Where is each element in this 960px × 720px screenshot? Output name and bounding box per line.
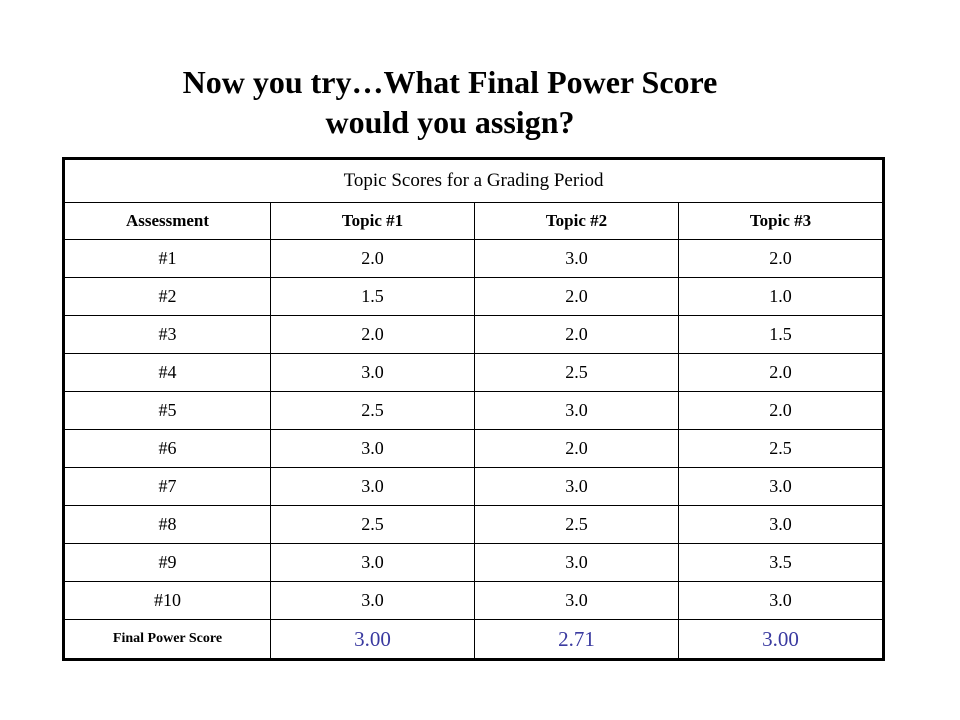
- table-row: #1 2.0 3.0 2.0: [63, 239, 885, 278]
- cell-assessment: #7: [63, 467, 271, 506]
- header-topic-2: Topic #2: [474, 202, 679, 240]
- cell-assessment: #2: [63, 277, 271, 316]
- cell-topic-1: 3.0: [270, 429, 475, 468]
- cell-topic-1: 3.0: [270, 543, 475, 582]
- table-row: #9 3.0 3.0 3.5: [63, 543, 885, 582]
- cell-topic-3: 3.0: [677, 505, 885, 544]
- cell-assessment: #1: [63, 239, 271, 278]
- cell-topic-1: 2.5: [270, 391, 475, 430]
- cell-topic-3: 1.5: [677, 315, 885, 354]
- cell-topic-2: 2.0: [474, 315, 679, 354]
- cell-topic-2: 3.0: [474, 467, 679, 506]
- table-row: #7 3.0 3.0 3.0: [63, 467, 885, 506]
- cell-assessment: #9: [63, 543, 271, 582]
- cell-topic-3: 1.0: [677, 277, 885, 316]
- cell-topic-3: 2.0: [677, 239, 885, 278]
- cell-topic-1: 2.0: [270, 315, 475, 354]
- cell-topic-2: 2.0: [474, 429, 679, 468]
- cell-topic-1: 3.0: [270, 581, 475, 620]
- table-row: #2 1.5 2.0 1.0: [63, 277, 885, 316]
- cell-assessment: #4: [63, 353, 271, 392]
- cell-topic-3: 3.5: [677, 543, 885, 582]
- cell-topic-3: 3.0: [677, 581, 885, 620]
- topic-scores-table: Topic Scores for a Grading Period Assess…: [62, 157, 886, 661]
- cell-topic-2: 3.0: [474, 581, 679, 620]
- cell-topic-1: 3.0: [270, 467, 475, 506]
- table-header-row: Assessment Topic #1 Topic #2 Topic #3: [63, 202, 885, 240]
- cell-topic-2: 3.0: [474, 543, 679, 582]
- cell-topic-1: 3.0: [270, 353, 475, 392]
- final-score-row: Final Power Score 3.00 2.71 3.00: [63, 619, 885, 660]
- slide-title: Now you try…What Final Power Score would…: [60, 62, 840, 142]
- header-topic-1: Topic #1: [270, 202, 475, 240]
- cell-topic-1: 1.5: [270, 277, 475, 316]
- table-row: #10 3.0 3.0 3.0: [63, 581, 885, 620]
- cell-assessment: #6: [63, 429, 271, 468]
- cell-assessment: #5: [63, 391, 271, 430]
- cell-assessment: #10: [63, 581, 271, 620]
- final-score-label: Final Power Score: [63, 619, 271, 660]
- cell-topic-2: 2.0: [474, 277, 679, 316]
- cell-topic-2: 3.0: [474, 391, 679, 430]
- cell-topic-2: 2.5: [474, 505, 679, 544]
- cell-topic-3: 2.0: [677, 391, 885, 430]
- final-score-topic-3: 3.00: [677, 619, 885, 660]
- header-assessment: Assessment: [63, 202, 271, 240]
- cell-topic-3: 2.0: [677, 353, 885, 392]
- cell-topic-2: 3.0: [474, 239, 679, 278]
- cell-topic-1: 2.0: [270, 239, 475, 278]
- final-score-topic-2: 2.71: [474, 619, 679, 660]
- header-topic-3: Topic #3: [677, 202, 885, 240]
- table-caption-row: Topic Scores for a Grading Period: [62, 158, 885, 203]
- cell-assessment: #3: [63, 315, 271, 354]
- cell-topic-3: 3.0: [677, 467, 885, 506]
- slide-title-line-2: would you assign?: [325, 104, 575, 140]
- slide-title-line-1: Now you try…What Final Power Score: [182, 64, 718, 100]
- cell-topic-3: 2.5: [677, 429, 885, 468]
- final-score-topic-1: 3.00: [270, 619, 475, 660]
- cell-assessment: #8: [63, 505, 271, 544]
- table-caption: Topic Scores for a Grading Period: [62, 158, 885, 203]
- table-row: #5 2.5 3.0 2.0: [63, 391, 885, 430]
- table-row: #3 2.0 2.0 1.5: [63, 315, 885, 354]
- cell-topic-1: 2.5: [270, 505, 475, 544]
- table-row: #4 3.0 2.5 2.0: [63, 353, 885, 392]
- table-row: #6 3.0 2.0 2.5: [63, 429, 885, 468]
- table-row: #8 2.5 2.5 3.0: [63, 505, 885, 544]
- cell-topic-2: 2.5: [474, 353, 679, 392]
